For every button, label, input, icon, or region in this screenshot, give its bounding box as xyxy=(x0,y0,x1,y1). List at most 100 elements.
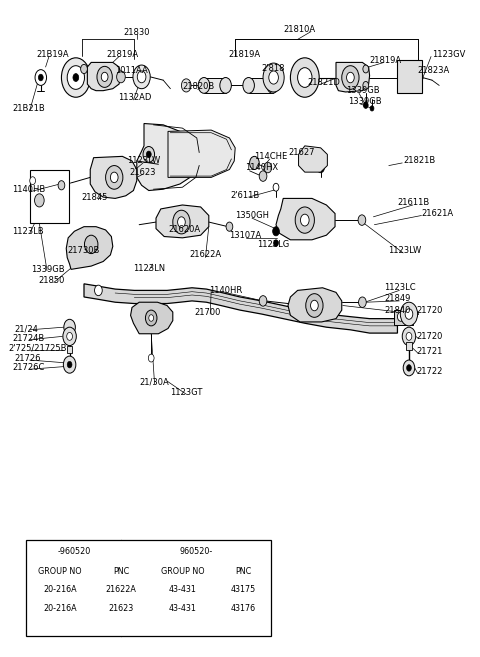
Circle shape xyxy=(300,214,309,226)
Text: 21622A: 21622A xyxy=(106,585,137,595)
Text: 21B19A: 21B19A xyxy=(36,50,69,59)
Text: 21823A: 21823A xyxy=(418,66,450,75)
Circle shape xyxy=(273,227,279,236)
Text: 1123LW: 1123LW xyxy=(127,156,160,166)
Circle shape xyxy=(67,66,84,89)
Text: 21721: 21721 xyxy=(417,347,443,356)
Circle shape xyxy=(73,74,79,81)
Circle shape xyxy=(101,72,108,81)
Text: 2'725/21725B: 2'725/21725B xyxy=(9,344,67,353)
Text: 21726: 21726 xyxy=(14,353,41,363)
Text: 21700: 21700 xyxy=(194,307,221,317)
Text: 1123LC: 1123LC xyxy=(384,283,416,292)
Polygon shape xyxy=(168,130,235,177)
Circle shape xyxy=(400,302,418,326)
Circle shape xyxy=(407,365,411,371)
Text: 1123GV: 1123GV xyxy=(432,50,466,59)
Polygon shape xyxy=(66,227,113,269)
Circle shape xyxy=(61,58,90,97)
Text: 1140HB: 1140HB xyxy=(12,185,45,194)
Text: 21722: 21722 xyxy=(417,367,443,376)
Circle shape xyxy=(295,207,314,233)
Circle shape xyxy=(178,217,185,227)
Circle shape xyxy=(97,66,112,87)
Text: 1140HX: 1140HX xyxy=(245,163,278,172)
Circle shape xyxy=(405,309,413,319)
Circle shape xyxy=(397,312,404,321)
Polygon shape xyxy=(299,146,327,172)
Circle shape xyxy=(267,78,278,93)
Text: 21819A: 21819A xyxy=(107,50,139,59)
Circle shape xyxy=(30,177,36,185)
Circle shape xyxy=(358,215,366,225)
Text: 21819A: 21819A xyxy=(370,56,402,65)
Circle shape xyxy=(243,78,254,93)
Circle shape xyxy=(35,70,47,85)
Text: 21627: 21627 xyxy=(288,148,314,157)
Text: 21821D: 21821D xyxy=(307,78,340,87)
Circle shape xyxy=(84,235,98,254)
Circle shape xyxy=(117,71,125,83)
Text: 1123LB: 1123LB xyxy=(12,227,44,236)
Circle shape xyxy=(148,354,154,362)
Circle shape xyxy=(106,166,123,189)
Polygon shape xyxy=(276,198,335,240)
Text: 1011AA: 1011AA xyxy=(115,66,148,75)
Circle shape xyxy=(306,294,323,317)
Text: 21611B: 21611B xyxy=(397,198,430,207)
Polygon shape xyxy=(288,288,342,322)
Text: 1339GB: 1339GB xyxy=(346,86,379,95)
Circle shape xyxy=(273,183,279,191)
Text: 21726C: 21726C xyxy=(12,363,44,373)
Circle shape xyxy=(403,360,415,376)
Circle shape xyxy=(220,78,231,93)
Bar xyxy=(394,310,413,325)
Circle shape xyxy=(263,63,284,92)
Polygon shape xyxy=(90,156,137,198)
Text: 43175: 43175 xyxy=(231,585,256,595)
Text: 21724B: 21724B xyxy=(12,334,44,343)
Text: 21830: 21830 xyxy=(123,28,150,37)
Text: 20-216A: 20-216A xyxy=(43,604,77,613)
Circle shape xyxy=(63,327,76,346)
Circle shape xyxy=(259,171,267,181)
Bar xyxy=(406,342,412,350)
Circle shape xyxy=(181,79,191,92)
Text: PNC: PNC xyxy=(236,567,252,576)
Text: 21/30A: 21/30A xyxy=(139,378,169,387)
Circle shape xyxy=(363,81,369,89)
Text: 21849: 21849 xyxy=(384,294,410,304)
Text: 1132AD: 1132AD xyxy=(118,93,151,102)
Circle shape xyxy=(347,72,354,83)
Circle shape xyxy=(110,172,118,183)
Text: 21720: 21720 xyxy=(417,332,443,341)
Polygon shape xyxy=(249,78,273,93)
Text: 21621A: 21621A xyxy=(421,209,454,218)
Text: 43-431: 43-431 xyxy=(168,585,196,595)
Circle shape xyxy=(290,58,319,97)
Text: 1339GB: 1339GB xyxy=(348,97,382,106)
Text: 1123GT: 1123GT xyxy=(170,388,203,397)
Circle shape xyxy=(363,65,369,73)
Text: 1123LW: 1123LW xyxy=(388,246,421,256)
Polygon shape xyxy=(336,62,370,92)
Circle shape xyxy=(269,71,278,84)
Polygon shape xyxy=(87,62,121,91)
Circle shape xyxy=(137,71,146,83)
Text: 1350GH: 1350GH xyxy=(235,211,269,220)
Text: 21819A: 21819A xyxy=(228,50,260,59)
Circle shape xyxy=(226,222,233,231)
Circle shape xyxy=(81,64,87,74)
Circle shape xyxy=(311,300,318,311)
Circle shape xyxy=(38,74,43,81)
Text: 21623: 21623 xyxy=(130,168,156,177)
Text: 2'611B: 2'611B xyxy=(230,191,260,200)
Text: 43-431: 43-431 xyxy=(168,604,196,613)
Polygon shape xyxy=(84,284,397,333)
Circle shape xyxy=(58,181,65,190)
Bar xyxy=(397,60,422,93)
Circle shape xyxy=(298,68,312,87)
Circle shape xyxy=(64,319,75,335)
Circle shape xyxy=(342,66,359,89)
Text: 20-216A: 20-216A xyxy=(43,585,77,595)
